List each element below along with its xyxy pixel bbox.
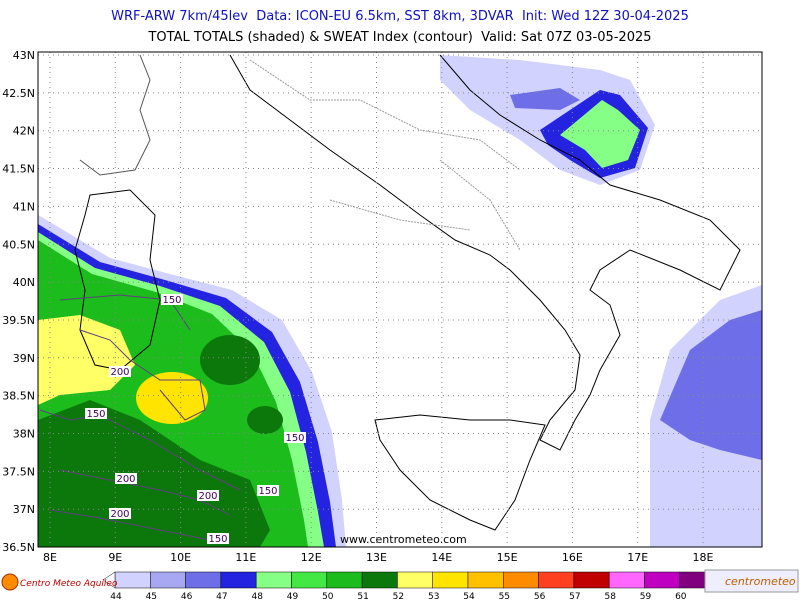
colorbar-label: 58 — [604, 592, 616, 600]
lat-label: 39N — [13, 352, 35, 365]
contour-label-bg — [161, 294, 183, 305]
colorbar-label: 45 — [146, 592, 157, 600]
shade-ionian-2 — [660, 310, 762, 460]
lon-label: 11E — [235, 551, 256, 564]
contour-label-bg — [109, 366, 131, 377]
colorbar-swatch — [220, 571, 257, 589]
colorbar-swatch — [538, 571, 575, 589]
shade-51c — [247, 406, 283, 434]
contour-label-bg — [284, 432, 306, 443]
colorbar-label: 53 — [428, 592, 439, 600]
colorbar-label: 49 — [287, 592, 299, 600]
colorbar-swatch — [573, 571, 610, 589]
shade-52 — [38, 315, 135, 405]
map-frame — [37, 51, 763, 548]
contour-label-bg — [109, 508, 131, 519]
contour-label-bg — [85, 408, 107, 419]
colorbar-label: 46 — [181, 592, 193, 600]
lon-label: 12E — [301, 551, 322, 564]
lon-label: 9E — [108, 551, 122, 564]
colorbar-label: 60 — [675, 592, 687, 600]
header-line2: TOTAL TOTALS (shaded) & SWEAT Index (con… — [147, 30, 651, 45]
contour-label: 200 — [110, 367, 129, 378]
colorbar-label: 50 — [322, 592, 334, 600]
shade-53 — [136, 372, 208, 424]
lat-label: 41.5N — [2, 163, 35, 176]
contour-label-bg — [197, 490, 219, 501]
lat-label: 42.5N — [2, 87, 35, 100]
contour-label: 150 — [258, 486, 277, 497]
watermark: www.centrometeo.com — [340, 533, 467, 546]
left-logo: Centro Meteo Aquileo — [20, 579, 118, 589]
lat-label: 36.5N — [2, 541, 35, 554]
lon-label: 13E — [366, 551, 387, 564]
colorbar-label: 47 — [216, 592, 227, 600]
lon-label: 8E — [43, 551, 57, 564]
contour-label: 200 — [198, 491, 217, 502]
colorbar-label: 56 — [534, 592, 546, 600]
lat-label: 37.5N — [2, 465, 35, 478]
contour-label: 150 — [208, 534, 227, 545]
colorbar-swatch — [397, 571, 433, 589]
colorbar-label: 59 — [640, 592, 652, 600]
contour-label-bg — [207, 533, 229, 544]
lon-label: 16E — [562, 551, 583, 564]
sweat-contours — [39, 294, 241, 541]
colorbar-swatch — [255, 571, 292, 589]
contour-label: 150 — [162, 295, 181, 306]
colorbar-swatch — [291, 571, 328, 589]
shade-51 — [38, 400, 270, 547]
footer: Centro Meteo Aquileo centrometeo — [1, 569, 799, 593]
contour-label-bg — [115, 473, 137, 484]
colorbar: 44 45 46 47 48 49 50 51 52 53 54 55 56 57 58 59 60 — [102, 571, 728, 600]
lon-label: 17E — [627, 551, 648, 564]
left-logo-icon — [1, 573, 19, 591]
colorbar-label: 57 — [569, 592, 580, 600]
map-area: 150 200 150 150 200 200 150 200 150 www.centrome… — [37, 51, 763, 548]
colorbar-swatch — [150, 571, 186, 589]
colorbar-swatch — [432, 571, 469, 589]
right-logo-box — [704, 569, 799, 593]
axis-labels: 8E 9E 10E 11E 12E 13E 14E 15E 16E 17E 18E 43N 42.5N 4… — [2, 49, 713, 564]
colorbar-arrow — [102, 571, 116, 589]
colorbar-label: 51 — [357, 592, 368, 600]
contour-label: 150 — [285, 433, 304, 444]
lat-label: 43N — [13, 49, 35, 62]
colorbar-label: 52 — [393, 592, 404, 600]
right-logo: centrometeo — [725, 575, 796, 588]
lat-label: 38N — [13, 428, 35, 441]
lat-label: 42N — [13, 125, 35, 138]
contour-label: 150 — [86, 409, 105, 420]
colorbar-label: 54 — [463, 592, 475, 600]
lon-label: 18E — [693, 551, 714, 564]
shade-adriatic-4 — [560, 100, 640, 168]
shade-adriatic-2 — [510, 88, 580, 110]
colorbar-label: 48 — [251, 592, 263, 600]
colorbar-swatch — [467, 571, 504, 589]
contour-label-bg — [257, 485, 279, 496]
shade-51b — [200, 335, 260, 385]
contour-label: 200 — [110, 509, 129, 520]
lat-label: 40.5N — [2, 238, 35, 251]
colorbar-swatch — [503, 571, 539, 589]
colorbar-swatch — [644, 571, 681, 589]
colorbar-label: 44 — [110, 592, 122, 600]
lat-label: 39.5N — [2, 314, 35, 327]
colorbar-swatch — [361, 571, 398, 589]
colorbar-swatch — [114, 571, 151, 589]
colorbar-swatch — [185, 571, 222, 589]
contour-label: 200 — [116, 474, 135, 485]
lon-label: 15E — [497, 551, 518, 564]
lat-label: 38.5N — [2, 390, 35, 403]
header-line1: WRF-ARW 7km/45lev Data: ICON-EU 6.5km, S… — [111, 9, 689, 24]
colorbar-swatch — [608, 571, 645, 589]
lat-label: 40N — [13, 276, 35, 289]
colorbar-label: 55 — [499, 592, 510, 600]
colorbar-swatch — [326, 571, 363, 589]
lat-label: 41N — [13, 200, 35, 213]
lat-label: 37N — [13, 503, 35, 516]
lon-label: 14E — [431, 551, 452, 564]
lon-label: 10E — [170, 551, 191, 564]
